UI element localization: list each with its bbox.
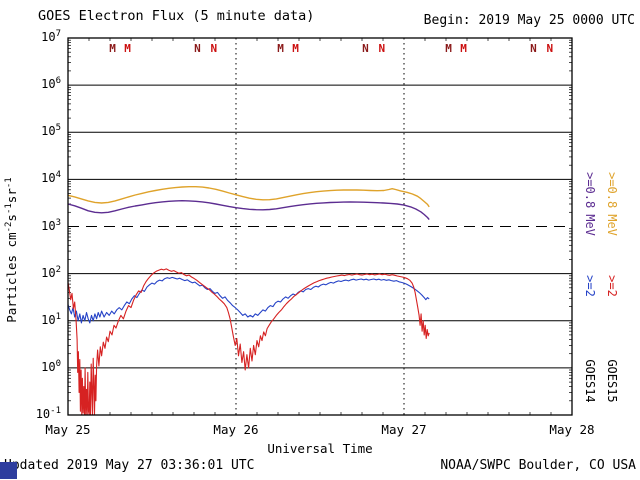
x-tick-may-26: May 26 <box>213 422 259 437</box>
noon-marker: N <box>194 42 201 55</box>
midnight-marker: M <box>445 42 452 55</box>
x-tick-may-27: May 27 <box>381 422 427 437</box>
legend-goes15-label: GOES15 <box>605 359 619 403</box>
chart-title: GOES Electron Flux (5 minute data) <box>38 8 315 24</box>
x-tick-may-25: May 25 <box>45 422 91 437</box>
y-tick-label: 10-1 <box>35 406 61 422</box>
x-axis-label: Universal Time <box>267 441 373 456</box>
corner-blue-square <box>0 462 17 479</box>
y-tick-label: 103 <box>41 217 61 233</box>
x-tick-may-28: May 28 <box>549 422 595 437</box>
begin-timestamp: Begin: 2019 May 25 0000 UTC <box>423 13 635 28</box>
y-tick-label: 100 <box>41 358 61 374</box>
noon-marker: N <box>378 42 385 55</box>
legend-goes14-label: GOES14 <box>583 359 597 403</box>
y-axis-ticks: 107 106 105 104 103 102 101 100 10-1 <box>0 0 64 480</box>
midnight-marker: M <box>292 42 299 55</box>
y-tick-label: 104 <box>41 170 61 186</box>
series-goes15-e2 <box>67 268 430 416</box>
y-tick-label: 101 <box>41 311 61 327</box>
plot-frame <box>67 37 573 416</box>
y-tick-label: 106 <box>41 76 61 92</box>
noon-marker: N <box>210 42 217 55</box>
y-tick-label: 102 <box>41 264 61 280</box>
series-goes15-e08 <box>67 186 430 208</box>
midnight-marker: M <box>124 42 131 55</box>
series-goes14-e2 <box>67 276 430 324</box>
credit-label: NOAA/SWPC Boulder, CO USA <box>440 458 636 473</box>
legend-goes15-name: GOES15 <box>604 281 620 480</box>
y-tick-label: 107 <box>41 29 61 45</box>
series-goes14-e08 <box>67 200 430 221</box>
y-axis-label-sup: -1 <box>3 203 14 215</box>
y-axis-label-sup: -1 <box>3 177 14 189</box>
y-axis-label-text: sr <box>4 188 19 204</box>
y-axis-label: Particles cm-2s-1sr-1 <box>3 90 21 410</box>
updated-timestamp: Updated 2019 May 27 03:36:01 UTC <box>4 458 255 473</box>
y-axis-label-text: s <box>4 214 19 222</box>
noon-marker: N <box>546 42 553 55</box>
y-axis-label-text: Particles cm <box>4 232 19 323</box>
legend-goes14-name: GOES14 <box>582 281 598 480</box>
y-tick-label: 105 <box>41 123 61 139</box>
noon-marker: N <box>530 42 537 55</box>
y-axis-label-sup: -2 <box>3 221 14 233</box>
midnight-marker: M <box>460 42 467 55</box>
midnight-marker: M <box>277 42 284 55</box>
midnight-marker: M <box>109 42 116 55</box>
noon-marker: N <box>362 42 369 55</box>
